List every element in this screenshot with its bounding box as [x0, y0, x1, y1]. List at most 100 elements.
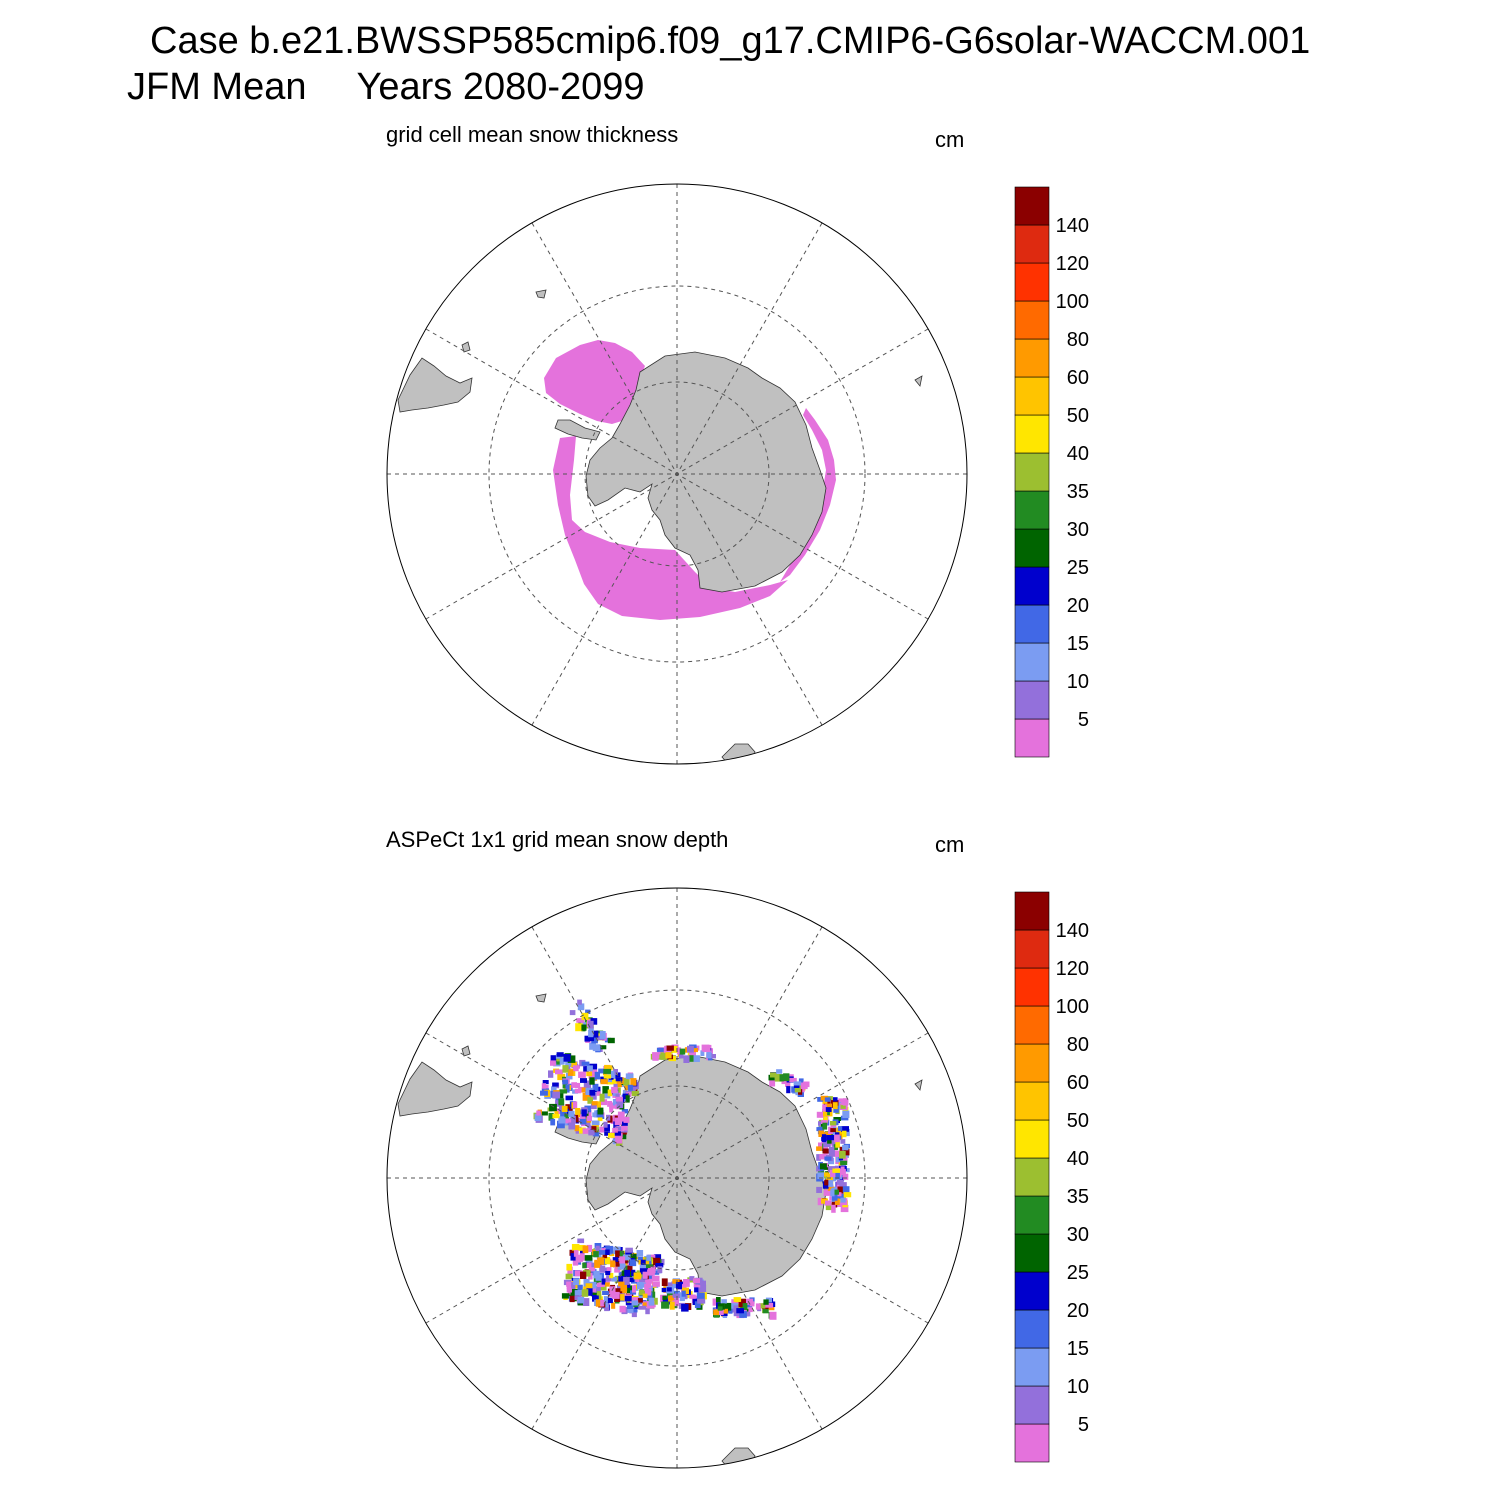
colorbar-tick-label: 5 [1078, 709, 1089, 731]
obs-cell [692, 1278, 700, 1283]
panel-1-border [386, 183, 968, 765]
colorbar-tick-label: 120 [1056, 958, 1089, 980]
obs-cell [627, 1084, 633, 1091]
colorbar-swatch [1014, 891, 1050, 931]
obs-cell [575, 1082, 581, 1089]
obs-cell [552, 1091, 561, 1099]
obs-cell [555, 1069, 563, 1075]
obs-cell [571, 1282, 576, 1289]
obs-cell [599, 1093, 605, 1102]
obs-cell [630, 1078, 637, 1086]
obs-cell [617, 1263, 626, 1270]
obs-cell [789, 1077, 797, 1083]
obs-cell [590, 1018, 598, 1025]
obs-cell [693, 1055, 700, 1062]
obs-cell [565, 1104, 573, 1112]
obs-cell [602, 1290, 609, 1295]
obs-cell [589, 1262, 595, 1268]
panel-1-subtitle: grid cell mean snow thickness [386, 122, 679, 147]
obs-cell [724, 1302, 732, 1311]
obs-cell [573, 1101, 578, 1109]
obs-cell [555, 1108, 562, 1114]
obs-cell [550, 1118, 556, 1126]
obs-cell [653, 1254, 662, 1262]
obs-cell [613, 1069, 618, 1075]
obs-cell [596, 1030, 604, 1035]
obs-cell [610, 1117, 616, 1124]
obs-cell [712, 1298, 718, 1306]
obs-cell [793, 1081, 802, 1086]
obs-cell [561, 1105, 568, 1112]
obs-cell [681, 1290, 686, 1297]
obs-cell [823, 1189, 831, 1196]
obs-cell [779, 1074, 784, 1082]
obs-cell [824, 1172, 829, 1177]
obs-cell [560, 1110, 567, 1119]
obs-cell [576, 1018, 585, 1023]
obs-cell [588, 1020, 594, 1029]
colorbar-swatch [1014, 1271, 1050, 1311]
obs-cell [573, 1250, 579, 1257]
obs-cell [656, 1047, 664, 1052]
obs-cell [622, 1125, 628, 1131]
obs-cell [830, 1128, 836, 1133]
obs-cell [593, 1030, 599, 1038]
obs-cell [696, 1292, 705, 1300]
obs-cell [542, 1080, 549, 1085]
obs-cell [569, 1249, 576, 1256]
obs-cell [622, 1093, 629, 1100]
obs-cell [823, 1140, 831, 1147]
obs-cell [694, 1301, 701, 1309]
obs-cell [689, 1294, 696, 1299]
obs-cell [615, 1137, 623, 1144]
obs-cell [596, 1282, 605, 1287]
obs-cell [693, 1282, 701, 1288]
obs-cell [646, 1292, 653, 1300]
obs-cell [590, 1103, 597, 1110]
obs-cell [590, 1292, 598, 1297]
obs-cell [605, 1271, 611, 1276]
obs-cell [830, 1189, 835, 1197]
colorbar-swatch [1014, 1157, 1050, 1197]
colorbar-tick-label: 80 [1067, 1034, 1089, 1056]
obs-cell [569, 1010, 576, 1016]
obs-cell [550, 1055, 559, 1063]
obs-cell [738, 1302, 743, 1308]
obs-cell [611, 1291, 620, 1299]
obs-cell [619, 1256, 626, 1264]
obs-cell [840, 1204, 849, 1213]
obs-cell [723, 1308, 728, 1314]
obs-cell [594, 1071, 600, 1080]
obs-cell [620, 1284, 628, 1292]
obs-cell [622, 1254, 631, 1261]
obs-cell [793, 1083, 800, 1088]
obs-cell [836, 1180, 844, 1185]
obs-cell [817, 1097, 824, 1102]
obs-cell [637, 1298, 643, 1303]
obs-cell [592, 1044, 600, 1052]
obs-cell [615, 1077, 623, 1082]
obs-cell [652, 1055, 659, 1061]
obs-cell [580, 1249, 585, 1255]
obs-cell [698, 1284, 707, 1292]
colorbar-tick-label: 30 [1067, 519, 1089, 541]
obs-cell [586, 1288, 593, 1296]
obs-cell [642, 1302, 648, 1307]
obs-cell [559, 1057, 565, 1065]
obs-cell [588, 1267, 596, 1272]
obs-cell [640, 1268, 648, 1275]
colorbar-tick-label: 40 [1067, 1148, 1089, 1170]
obs-cell [565, 1060, 572, 1067]
obs-cell [639, 1277, 646, 1283]
obs-cell [831, 1204, 836, 1213]
obs-cell [835, 1140, 840, 1148]
colorbar-swatch [1014, 186, 1050, 226]
obs-cell [586, 1244, 593, 1252]
obs-cell [579, 1127, 586, 1134]
colorbar-swatch [1014, 224, 1050, 264]
obs-cell [557, 1073, 566, 1081]
obs-cell [627, 1305, 634, 1313]
obs-cell [571, 1082, 577, 1088]
obs-cell [783, 1073, 790, 1082]
obs-cell [646, 1254, 651, 1261]
